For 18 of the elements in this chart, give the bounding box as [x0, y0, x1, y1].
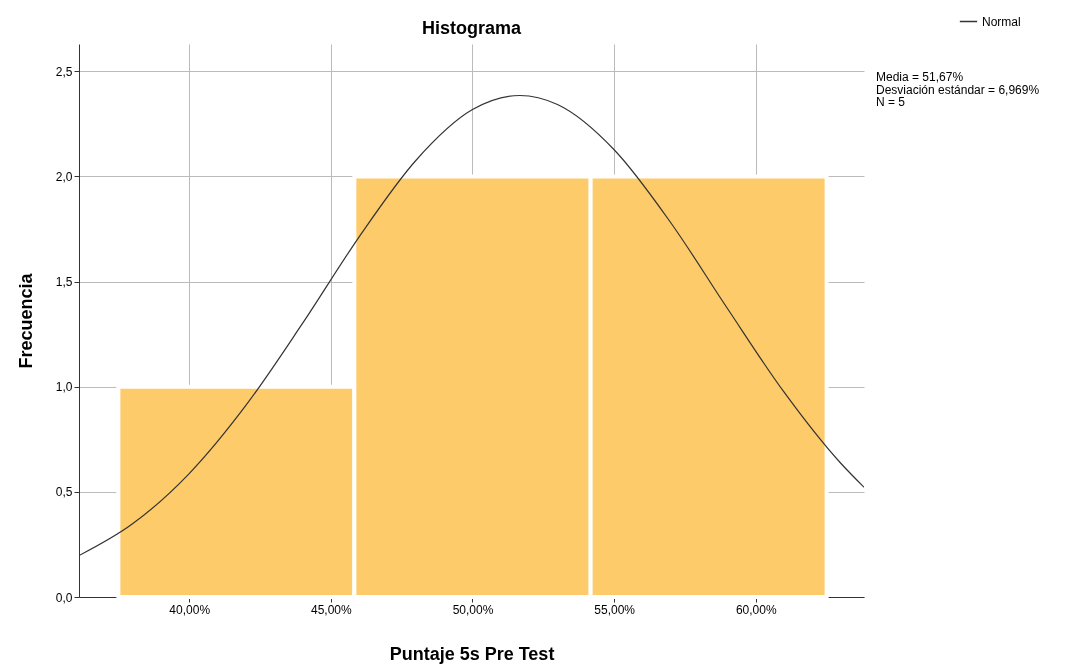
- x-tick-label: 55,00%: [594, 602, 636, 617]
- y-tick-label: 2,0: [55, 169, 73, 184]
- x-tick-label: 40,00%: [169, 602, 211, 617]
- text: Media = 51,67%: [876, 70, 964, 84]
- y-tick-label: 0,5: [55, 485, 73, 500]
- y-axis-title: Frecuencia: [15, 272, 36, 369]
- text: Desviación estándar = 6,969%: [876, 82, 1040, 97]
- x-tick-label: 60,00%: [735, 602, 777, 617]
- y-tick-label: 0,0: [55, 590, 73, 605]
- x-tick-label: 50,00%: [452, 602, 494, 617]
- chart-title: Histograma: [421, 18, 522, 38]
- y-tick-label: 1,0: [55, 380, 73, 395]
- legend-label: Normal: [982, 14, 1021, 29]
- x-axis-title: Puntaje 5s Pre Test: [389, 643, 555, 664]
- x-tick-label: 45,00%: [310, 602, 353, 617]
- y-tick-label: 2,5: [55, 64, 73, 79]
- y-tick-label: 1,5: [55, 275, 73, 290]
- text: N = 5: [876, 95, 906, 109]
